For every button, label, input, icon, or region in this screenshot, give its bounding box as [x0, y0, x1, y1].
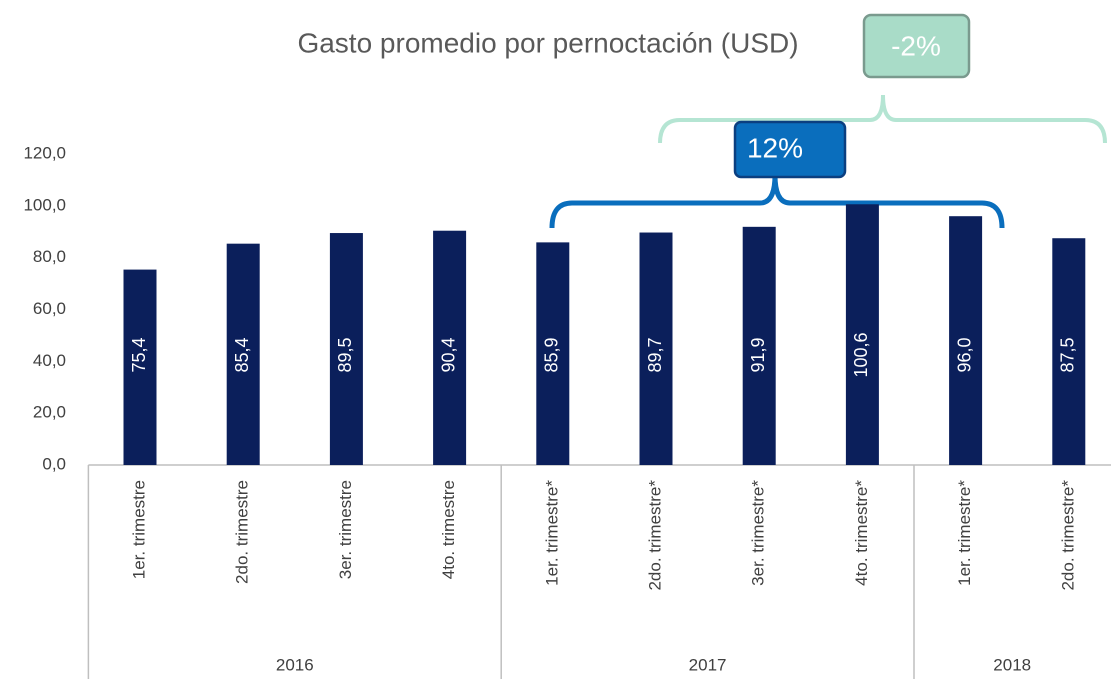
bar: [742, 226, 776, 465]
data-label: 89,5: [335, 337, 355, 372]
y-tick-label: 20,0: [33, 403, 66, 422]
data-label: 89,7: [645, 337, 665, 372]
bracket: [549, 174, 1005, 229]
group-label: 2018: [993, 655, 1031, 674]
y-tick-label: 120,0: [23, 143, 66, 162]
y-tick-label: 60,0: [33, 299, 66, 318]
y-tick-label: 100,0: [23, 195, 66, 214]
y-tick-label: 0,0: [42, 454, 66, 473]
bar: [433, 230, 467, 465]
bar: [845, 204, 879, 466]
data-label: 100,6: [851, 332, 871, 377]
y-tick-label: 40,0: [33, 351, 66, 370]
bar: [536, 242, 570, 465]
x-tick-label: 2do. trimestre*: [645, 480, 664, 591]
bar: [1052, 238, 1086, 465]
x-tick-label: 3er. trimestre*: [749, 480, 768, 586]
x-tick-label: 1er. trimestre*: [955, 480, 974, 586]
data-label: 75,4: [129, 337, 149, 372]
x-tick-label: 1er. trimestre: [129, 480, 148, 579]
annotation-box: [733, 120, 847, 179]
annotation-box: [862, 13, 971, 79]
bar: [639, 232, 673, 465]
x-tick-label: 1er. trimestre*: [542, 480, 561, 586]
data-label: 85,4: [232, 337, 252, 372]
x-tick-label: 3er. trimestre: [336, 480, 355, 579]
data-label: 85,9: [542, 337, 562, 372]
annotation: 12%: [747, 132, 803, 163]
bracket: [658, 94, 1107, 144]
data-label: 91,9: [748, 337, 768, 372]
group-label: 2017: [689, 655, 727, 674]
x-tick-label: 2do. trimestre*: [1058, 480, 1077, 591]
y-tick-label: 80,0: [33, 247, 66, 266]
x-tick-label: 4to. trimestre*: [852, 480, 871, 586]
bar: [329, 233, 363, 465]
group-label: 2016: [276, 655, 314, 674]
bar: [226, 243, 260, 465]
data-label: 96,0: [954, 337, 974, 372]
x-tick-label: 2do. trimestre: [233, 480, 252, 584]
bar: [123, 269, 157, 465]
x-tick-label: 4to. trimestre: [439, 480, 458, 579]
data-label: 90,4: [438, 337, 458, 372]
bar: [949, 216, 983, 465]
chart-title: Gasto promedio por pernoctación (USD): [297, 27, 798, 58]
data-label: 87,5: [1058, 337, 1078, 372]
annotation: -2%: [891, 30, 941, 61]
